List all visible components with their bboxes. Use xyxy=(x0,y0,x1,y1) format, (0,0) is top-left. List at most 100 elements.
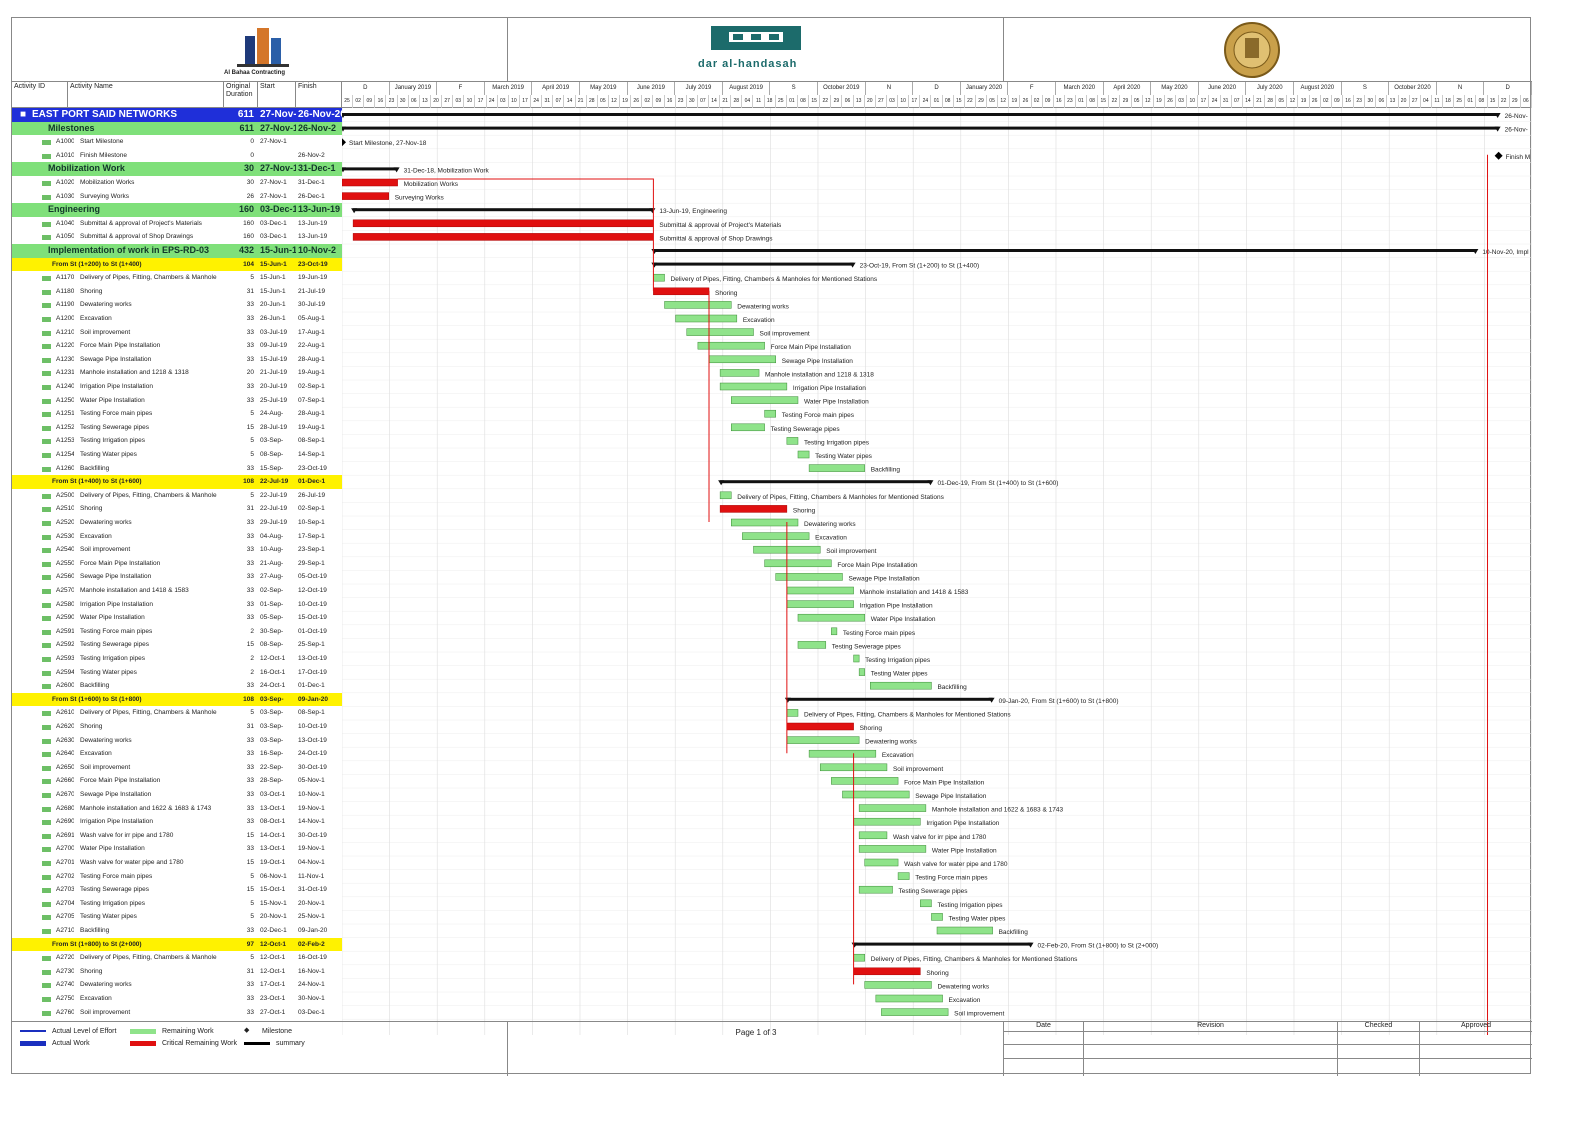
timeline-week: 06 xyxy=(842,95,854,108)
activity-icon xyxy=(42,462,52,476)
activity-row[interactable]: A2691 Wash valve for irr pipe and 1780 15 1… xyxy=(12,828,342,843)
activity-row[interactable]: A2690 Irrigation Pipe Installation 33 08-Oc… xyxy=(12,815,342,829)
activity-id: A2570 xyxy=(56,587,74,594)
activity-row[interactable]: A2740 Dewatering works 33 17-Oct-1 24-Nov-1 xyxy=(12,978,342,992)
activity-row[interactable]: A1040 Submittal & approval of Project's M… xyxy=(12,216,342,231)
activity-row[interactable]: A1231 Manhole installation and 1218 & 131… xyxy=(12,366,342,380)
activity-row[interactable]: A2670 Sewage Pipe Installation 33 03-Oct-1 1… xyxy=(12,788,342,802)
activity-row[interactable]: A1253 Testing Irrigation pipes 5 03-Sep- 08-… xyxy=(12,434,342,448)
activity-row[interactable]: A2702 Testing Force main pipes 5 06-Nov-1 11… xyxy=(12,869,342,884)
activity-row[interactable]: A2594 Testing Water pipes 2 16-Oct-1 17-Oct-… xyxy=(12,665,342,680)
activity-name: Excavation xyxy=(80,315,112,322)
activity-row[interactable]: A1240 Irrigation Pipe Installation 33 20-Ju… xyxy=(12,380,342,394)
activity-row[interactable]: A2750 Excavation 33 23-Oct-1 30-Nov-1 xyxy=(12,992,342,1006)
project-row[interactable]: ■ EAST PORT SAID NETWORKS 611 27-Nov-1826-N… xyxy=(12,108,342,122)
activity-row[interactable]: A2760 Soil improvement 33 27-Oct-1 03-Dec-1 xyxy=(12,1005,342,1020)
activity-row[interactable]: A2580 Irrigation Pipe Installation 33 01-Se… xyxy=(12,597,342,612)
activity-row[interactable]: A2600 Backfilling 33 24-Oct-1 01-Dec-1 xyxy=(12,679,342,693)
wbs-row[interactable]: From St (1+600) to St (1+800) 108 03-Sep- 0… xyxy=(12,692,342,707)
activity-row[interactable]: A2610 Delivery of Pipes, Fitting, Chamber… xyxy=(12,706,342,720)
wbs-row[interactable]: From St (1+800) to St (2+000) 97 12-Oct-1 0… xyxy=(12,937,342,952)
activity-name: Force Main Pipe Installation xyxy=(80,559,161,567)
bar-label: Delivery of Pipes, Fitting, Chambers & M… xyxy=(671,276,878,283)
wbs-row[interactable]: From St (1+400) to St (1+600) 108 22-Jul-1… xyxy=(12,475,342,489)
activity-row[interactable]: A2520 Dewatering works 33 29-Jul-19 10-Sep-1 xyxy=(12,516,342,530)
activity-row[interactable]: A2701 Wash valve for water pipe and 1780 1… xyxy=(12,856,342,870)
wbs-row[interactable]: Mobilization Work 30 27-Nov-1 31-Dec-1 xyxy=(12,162,342,176)
activity-row[interactable]: A2510 Shoring 31 22-Jul-19 02-Sep-1 xyxy=(12,502,342,516)
page-cell: Page 1 of 3 xyxy=(508,1022,1004,1076)
wbs-row[interactable]: From St (1+200) to St (1+400) 104 15-Jun-1… xyxy=(12,257,342,272)
bar-label: 26-Nov- xyxy=(1505,113,1528,120)
finish-date: 30-Oct-19 xyxy=(298,831,327,839)
timeline-week: 03 xyxy=(1176,95,1188,108)
timeline-week: 06 xyxy=(1521,95,1532,108)
activity-row[interactable]: A1010 Finish Milestone 0 26-Nov-2 xyxy=(12,148,342,163)
summary-start-cap xyxy=(342,126,346,132)
activity-row[interactable]: A1220 Force Main Pipe Installation 33 09-Ju… xyxy=(12,339,342,353)
timeline-week: 06 xyxy=(409,95,420,108)
activity-row[interactable]: A1180 Shoring 31 15-Jun-1 21-Jul-19 xyxy=(12,284,342,299)
wbs-row[interactable]: Implementation of work in EPS-RD-03 432 15… xyxy=(12,244,342,258)
activity-row[interactable]: A1000 Start Milestone 0 27-Nov-1 xyxy=(12,135,342,149)
activity-row[interactable]: A1190 Dewatering works 33 20-Jun-1 30-Jul-19 xyxy=(12,298,342,312)
bar-label: Testing Water pipes xyxy=(949,915,1007,922)
activity-row[interactable]: A2530 Excavation 33 04-Aug- 17-Sep-1 xyxy=(12,529,342,544)
timeline-week: 13 xyxy=(854,95,865,108)
activity-id: A2540 xyxy=(56,546,74,554)
activity-row[interactable]: A1254 Testing Water pipes 5 08-Sep- 14-Sep-1 xyxy=(12,448,342,462)
activity-row[interactable]: A2570 Manhole installation and 1418 & 158… xyxy=(12,584,342,598)
client-seal xyxy=(1224,22,1280,78)
activity-row[interactable]: A2700 Water Pipe Installation 33 13-Oct-1 19… xyxy=(12,842,342,856)
activity-row[interactable]: A2540 Soil improvement 33 10-Aug- 23-Sep-1 xyxy=(12,543,342,557)
activity-row[interactable]: A1020 Mobilization Works 30 27-Nov-1 31-Dec-… xyxy=(12,176,342,190)
activity-row[interactable]: A1050 Submittal & approval of Shop Drawin… xyxy=(12,230,342,244)
timeline-period: April 2019 xyxy=(532,82,580,95)
activity-name: Mobilization Work xyxy=(48,163,125,174)
timeline-week: 11 xyxy=(753,95,765,108)
timeline-week: 01 xyxy=(931,95,943,108)
bar-label: Dewatering works xyxy=(737,303,789,310)
activity-row[interactable]: A1250 Water Pipe Installation 33 25-Jul-19 0… xyxy=(12,393,342,408)
bar-label: Shoring xyxy=(715,290,738,297)
activity-row[interactable]: A2500 Delivery of Pipes, Fitting, Chamber… xyxy=(12,488,342,503)
activity-row[interactable]: A2590 Water Pipe Installation 33 05-Sep- 15-… xyxy=(12,611,342,625)
activity-row[interactable]: A2560 Sewage Pipe Installation 33 27-Aug- 05… xyxy=(12,570,342,584)
activity-row[interactable]: A2592 Testing Sewerage pipes 15 08-Sep- 25-S… xyxy=(12,638,342,652)
consultant-logo xyxy=(711,26,801,50)
duration: 160 xyxy=(243,219,254,227)
activity-row[interactable]: A2720 Delivery of Pipes, Fitting, Chamber… xyxy=(12,951,342,965)
activity-row[interactable]: A2550 Force Main Pipe Installation 33 21-Au… xyxy=(12,556,342,571)
activity-row[interactable]: A2710 Backfilling 33 02-Dec-1 09-Jan-20 xyxy=(12,924,342,938)
activity-row[interactable]: A2593 Testing Irrigation pipes 2 12-Oct-1 13… xyxy=(12,652,342,666)
activity-row[interactable]: A2640 Excavation 33 16-Sep- 24-Oct-19 xyxy=(12,747,342,761)
activity-row[interactable]: A2704 Testing Irrigation pipes 5 15-Nov-1 20… xyxy=(12,896,342,911)
activity-row[interactable]: A2630 Dewatering works 33 03-Sep- 13-Oct-19 xyxy=(12,733,342,748)
activity-row[interactable]: A1170 Delivery of Pipes, Fitting, Chamber… xyxy=(12,271,342,285)
legend-label: Actual Work xyxy=(52,1040,90,1047)
activity-row[interactable]: A1200 Excavation 33 26-Jun-1 05-Aug-1 xyxy=(12,312,342,326)
activity-row[interactable]: A1030 Surveying Works 26 27-Nov-1 26-Dec-1 xyxy=(12,189,342,204)
activity-row[interactable]: A1230 Sewage Pipe Installation 33 15-Jul-19… xyxy=(12,352,342,367)
activity-row[interactable]: A1210 Soil improvement 33 03-Jul-19 17-Aug-1 xyxy=(12,325,342,340)
activity-row[interactable]: A2680 Manhole installation and 1622 & 168… xyxy=(12,801,342,816)
activity-row[interactable]: A2705 Testing Water pipes 5 20-Nov-1 25-Nov-… xyxy=(12,910,342,924)
activity-row[interactable]: A1252 Testing Sewerage pipes 15 28-Jul-19 19… xyxy=(12,420,342,435)
activity-row[interactable]: A2703 Testing Sewerage pipes 15 15-Oct-1 31-… xyxy=(12,883,342,897)
start-date: 27-Nov-1 xyxy=(260,179,287,186)
finish-date: 08-Sep-1 xyxy=(298,709,325,717)
activity-name: Surveying Works xyxy=(80,192,130,200)
activity-row[interactable]: A2591 Testing Force main pipes 2 30-Sep- 01-… xyxy=(12,624,342,639)
legend-item: summary xyxy=(244,1040,305,1047)
critical-bar xyxy=(853,967,921,976)
activity-row[interactable]: A1251 Testing Force main pipes 5 24-Aug- 28-… xyxy=(12,407,342,421)
activity-row[interactable]: A2730 Shoring 31 12-Oct-1 16-Nov-1 xyxy=(12,964,342,979)
wbs-row[interactable]: Milestones 611 27-Nov-1 26-Nov-2 xyxy=(12,121,342,136)
activity-row[interactable]: A1260 Backfilling 33 15-Sep- 23-Oct-19 xyxy=(12,461,342,476)
remaining-bar xyxy=(858,668,865,676)
wbs-row[interactable]: Engineering 160 03-Dec-1 13-Jun-19 xyxy=(12,203,342,217)
title-block: Al Bahaa Contracting dar al-handasah xyxy=(12,18,1532,82)
activity-row[interactable]: A2650 Soil improvement 33 22-Sep- 30-Oct-19 xyxy=(12,760,342,775)
activity-row[interactable]: A2660 Force Main Pipe Installation 33 28-Se… xyxy=(12,774,342,788)
activity-row[interactable]: A2620 Shoring 31 03-Sep- 10-Oct-19 xyxy=(12,720,342,734)
